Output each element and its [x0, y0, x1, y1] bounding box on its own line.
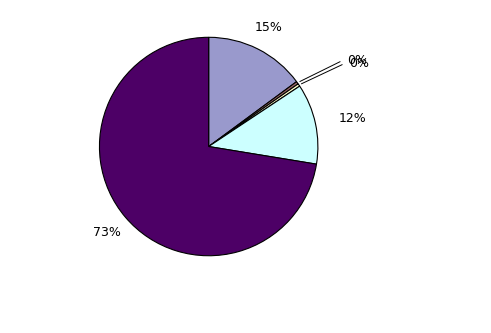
Wedge shape [209, 84, 300, 147]
Wedge shape [209, 86, 318, 164]
Text: 0%: 0% [347, 54, 367, 67]
Text: 0%: 0% [349, 57, 369, 70]
Wedge shape [209, 82, 298, 147]
Wedge shape [100, 37, 317, 256]
Text: 73%: 73% [93, 226, 121, 239]
Text: 15%: 15% [255, 21, 283, 34]
Text: 12%: 12% [339, 112, 367, 125]
Wedge shape [209, 37, 297, 147]
